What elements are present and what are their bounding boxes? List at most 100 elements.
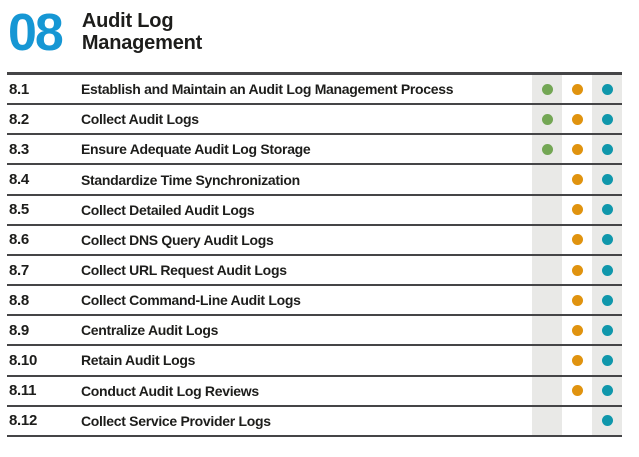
control-title-line2: Management (81, 31, 203, 54)
row-number: 8.2 (9, 110, 29, 128)
ig2-dot-icon (571, 294, 583, 306)
ig3-cell (592, 195, 622, 224)
ig3-dot-icon (601, 234, 613, 246)
ig3-dot-icon (601, 174, 613, 186)
ig2-cell (562, 135, 592, 163)
row-number: 8.11 (9, 382, 37, 400)
ig3-cell (592, 135, 622, 164)
ig2-dot-icon (571, 204, 583, 216)
row-title: Ensure Adequate Audit Log Storage (81, 141, 311, 158)
row-title: Collect DNS Query Audit Logs (81, 231, 274, 248)
table-row: 8.12 Collect Service Provider Logs (7, 406, 622, 437)
ig3-cell (592, 255, 622, 285)
ig3-dot-icon (601, 83, 613, 95)
ig3-cell (592, 346, 622, 375)
ig2-dot-icon (571, 234, 583, 246)
ig2-dot-icon (571, 354, 583, 366)
table-row: 8.1 Establish and Maintain an Audit Log … (7, 75, 622, 106)
ig2-dot-icon (571, 324, 583, 336)
row-number: 8.10 (9, 351, 37, 369)
row-title: Collect Audit Logs (81, 111, 199, 128)
ig1-cell (532, 346, 562, 375)
table-row: 8.9 Centralize Audit Logs (7, 316, 622, 347)
table-row: 8.11 Conduct Audit Log Reviews (7, 376, 622, 407)
ig2-cell (562, 165, 592, 193)
ig3-dot-icon (601, 354, 613, 366)
control-title: Audit Log Management (82, 6, 202, 54)
row-number: 8.7 (9, 261, 29, 279)
row-number: 8.5 (9, 201, 29, 219)
row-number: 8.1 (9, 80, 29, 98)
ig2-cell (562, 196, 592, 224)
ig1-cell (532, 286, 562, 315)
row-title: Standardize Time Synchronization (81, 171, 300, 188)
ig2-cell (562, 377, 592, 405)
control-number: 08 (8, 4, 64, 62)
row-title: Retain Audit Logs (81, 352, 196, 369)
row-title: Conduct Audit Log Reviews (81, 382, 259, 399)
table-row: 8.7 Collect URL Request Audit Logs (7, 255, 622, 287)
ig3-dot-icon (601, 143, 613, 155)
table-row: 8.3 Ensure Adequate Audit Log Storage (7, 135, 622, 166)
ig1-cell (532, 105, 562, 134)
ig3-cell (592, 316, 622, 345)
ig2-cell (562, 256, 592, 284)
row-number: 8.3 (9, 140, 29, 158)
ig1-cell (532, 255, 562, 285)
ig2-cell (562, 316, 592, 344)
ig3-cell (592, 286, 622, 315)
ig3-dot-icon (601, 204, 613, 216)
ig1-cell (532, 376, 562, 405)
row-title: Collect Detailed Audit Logs (81, 201, 255, 218)
control-title-line1: Audit Log (81, 10, 174, 32)
ig3-dot-icon (601, 385, 613, 397)
ig3-dot-icon (601, 294, 613, 306)
ig3-dot-icon (601, 113, 613, 125)
table-row: 8.4 Standardize Time Synchronization (7, 165, 622, 196)
ig1-cell (532, 195, 562, 224)
ig2-dot-icon (571, 113, 583, 125)
ig1-cell (532, 135, 562, 164)
ig2-cell (562, 346, 592, 374)
ig3-cell (592, 75, 622, 104)
ig2-dot-icon (571, 174, 583, 186)
ig2-dot-icon (571, 143, 583, 155)
table-row: 8.5 Collect Detailed Audit Logs (7, 195, 622, 226)
ig3-dot-icon (601, 324, 613, 336)
ig3-dot-icon (601, 415, 613, 427)
ig2-cell (562, 407, 592, 435)
row-number: 8.9 (9, 321, 29, 339)
ig1-cell (532, 225, 562, 254)
safeguards-table: 8.1 Establish and Maintain an Audit Log … (7, 72, 622, 437)
row-number: 8.12 (9, 412, 37, 430)
table-row: 8.10 Retain Audit Logs (7, 346, 622, 377)
row-title: Centralize Audit Logs (81, 322, 219, 339)
row-title: Establish and Maintain an Audit Log Mana… (81, 81, 454, 98)
ig1-cell (532, 316, 562, 345)
ig3-cell (592, 376, 622, 405)
table-row: 8.6 Collect DNS Query Audit Logs (7, 225, 622, 256)
ig3-cell (592, 165, 622, 194)
row-number: 8.8 (9, 291, 29, 309)
ig1-dot-icon (541, 143, 553, 155)
ig3-cell (592, 105, 622, 134)
row-title: Collect Service Provider Logs (81, 412, 271, 429)
ig1-cell (532, 406, 562, 435)
control-header: 08 Audit Log Management (8, 6, 622, 60)
ig2-cell (562, 75, 592, 103)
ig2-dot-icon (571, 264, 583, 276)
ig1-cell (532, 75, 562, 104)
ig1-dot-icon (541, 83, 553, 95)
row-number: 8.4 (9, 171, 29, 189)
ig2-cell (562, 226, 592, 254)
ig1-dot-icon (541, 113, 553, 125)
row-title: Collect URL Request Audit Logs (81, 262, 287, 279)
table-row: 8.2 Collect Audit Logs (7, 105, 622, 136)
ig2-cell (562, 105, 592, 133)
row-number: 8.6 (9, 231, 29, 249)
ig2-cell (562, 286, 592, 314)
row-title: Collect Command-Line Audit Logs (81, 292, 301, 309)
ig3-dot-icon (601, 264, 613, 276)
safeguards-table-body: 8.1 Establish and Maintain an Audit Log … (7, 75, 622, 437)
